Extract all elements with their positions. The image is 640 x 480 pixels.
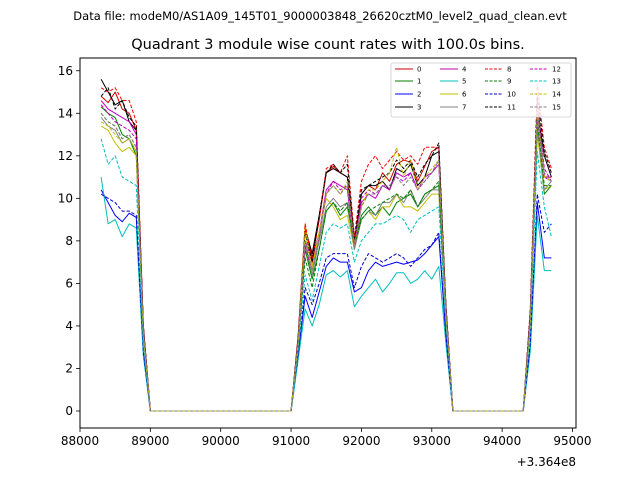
legend-label-6: 6: [462, 91, 467, 99]
y-tick-label: 4: [65, 319, 73, 333]
legend-label-9: 9: [507, 78, 511, 86]
legend-label-5: 5: [462, 78, 466, 86]
y-tick-label: 12: [58, 149, 73, 163]
legend-box: [390, 62, 572, 118]
y-tick-label: 16: [58, 64, 73, 78]
legend-label-15: 15: [552, 104, 561, 112]
y-axis-ticks: 0 2 4 6 8 10 12 14 16: [58, 64, 80, 418]
x-tick-label: 91000: [272, 434, 310, 448]
series-line-8: [100, 83, 552, 412]
legend-label-2: 2: [417, 91, 421, 99]
legend-label-10: 10: [507, 91, 516, 99]
y-tick-label: 2: [65, 361, 73, 375]
legend-label-4: 4: [462, 66, 467, 74]
x-tick-label: 95000: [553, 434, 591, 448]
legend-label-0: 0: [417, 66, 421, 74]
legend-label-11: 11: [507, 104, 516, 112]
x-offset-label: +3.364e8: [517, 455, 576, 469]
data-file-suptitle: Data file: modeM0/AS1A09_145T01_90000038…: [73, 9, 567, 23]
y-tick-label: 6: [65, 276, 73, 290]
legend-label-8: 8: [507, 66, 511, 74]
y-tick-label: 8: [65, 234, 73, 248]
legend-label-13: 13: [552, 78, 561, 86]
legend-label-12: 12: [552, 66, 561, 74]
y-tick-label: 0: [65, 404, 73, 418]
x-axis-ticks: 88000 89000 90000 91000 92000 93000 94000 95000: [61, 428, 592, 448]
series-lines: [100, 79, 552, 412]
y-tick-label: 10: [58, 191, 73, 205]
series-line-14: [100, 108, 552, 412]
x-tick-label: 92000: [342, 434, 380, 448]
legend-label-1: 1: [417, 78, 421, 86]
legend-label-3: 3: [417, 104, 421, 112]
x-tick-label: 88000: [61, 434, 99, 448]
x-tick-label: 94000: [483, 434, 521, 448]
x-tick-label: 89000: [131, 434, 169, 448]
chart-title: Quadrant 3 module wise count rates with …: [131, 37, 525, 53]
legend-label-7: 7: [462, 104, 466, 112]
x-tick-label: 90000: [202, 434, 240, 448]
plot-area-frame: [79, 57, 577, 429]
legend-label-14: 14: [552, 91, 561, 99]
x-tick-label: 93000: [413, 434, 451, 448]
series-line-15: [100, 112, 552, 412]
y-tick-label: 14: [58, 106, 73, 120]
